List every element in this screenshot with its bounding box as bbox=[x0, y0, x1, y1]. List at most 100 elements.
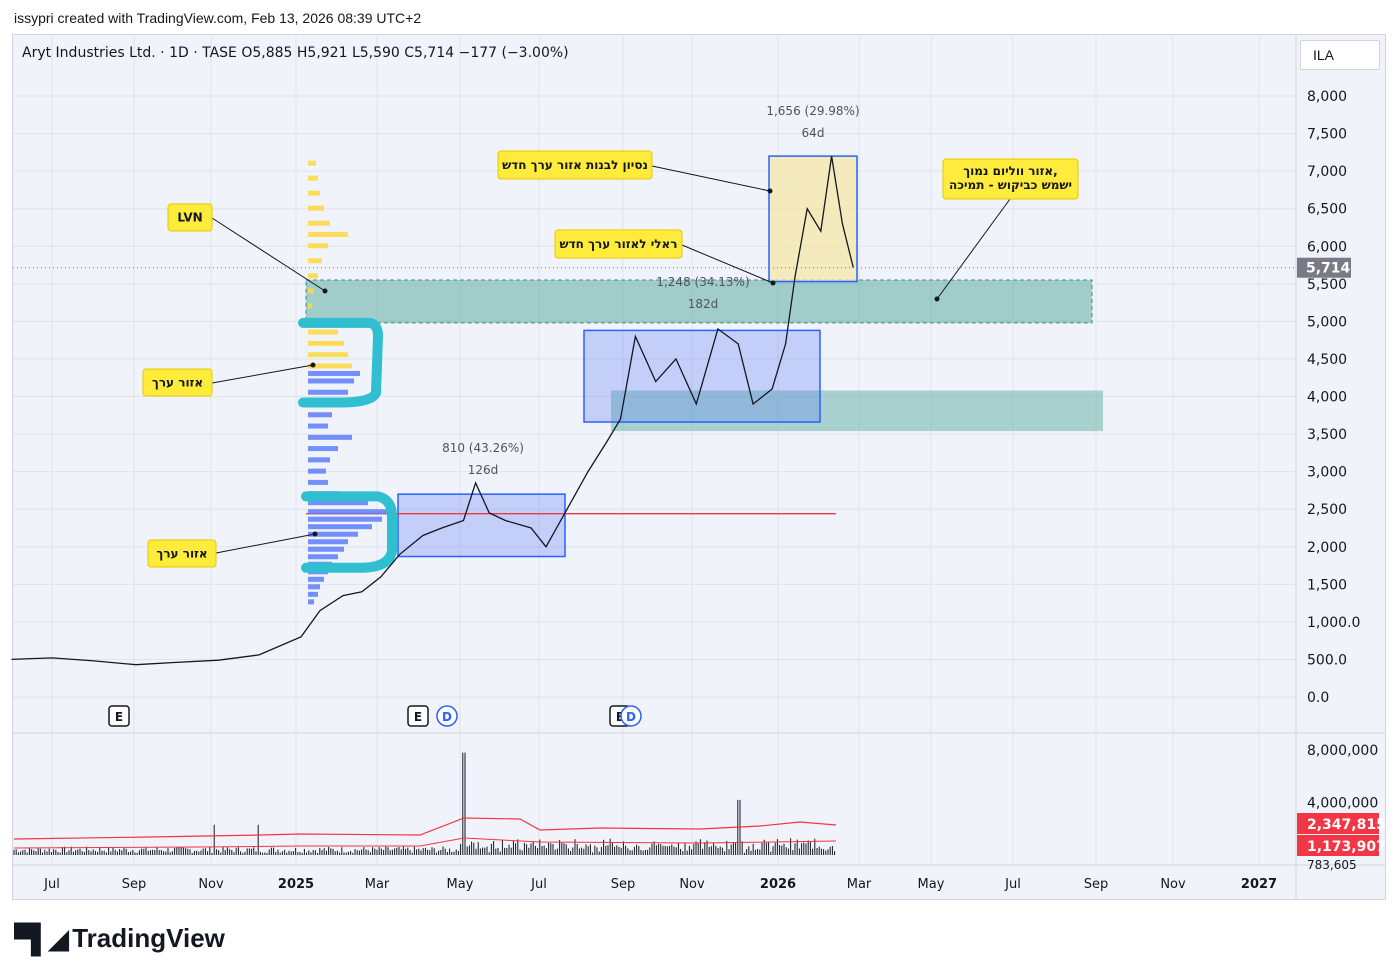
price-axis-label: 1,500 bbox=[1307, 577, 1347, 593]
volume-profile-bar bbox=[308, 434, 352, 440]
time-axis-label: May bbox=[447, 877, 474, 892]
volume-value-label: 1,173,907 bbox=[1307, 839, 1386, 855]
volume-value-tag bbox=[1297, 813, 1379, 834]
volume-value-tag bbox=[1297, 835, 1379, 856]
volume-profile-bar bbox=[308, 479, 328, 485]
volume-profile-bar bbox=[308, 457, 330, 463]
callout-text: ראלי לאזור ערך חדש bbox=[560, 237, 678, 251]
time-axis-label: Sep bbox=[122, 877, 147, 892]
volume-profile-bar bbox=[308, 554, 338, 560]
callout-box bbox=[142, 368, 213, 397]
time-axis-label: Jul bbox=[1004, 877, 1021, 892]
volume-profile-bar bbox=[308, 412, 332, 418]
dividend-marker bbox=[620, 705, 642, 727]
volume-profile-bar bbox=[308, 370, 360, 376]
earnings-marker bbox=[407, 705, 429, 727]
price-axis-label: 0.0 bbox=[1307, 690, 1329, 706]
callout-anchor-dot bbox=[322, 288, 328, 294]
callout-leader-line bbox=[211, 217, 326, 292]
volume-profile-bar bbox=[308, 303, 312, 309]
price-axis-label: 2,500 bbox=[1307, 502, 1347, 518]
callout-leader-line bbox=[681, 244, 774, 284]
callout-leader-line bbox=[215, 533, 316, 554]
currency-selector[interactable]: ILA bbox=[1300, 40, 1380, 70]
measure-duration-label: 126d bbox=[468, 463, 499, 477]
volume-profile-bar bbox=[308, 243, 328, 249]
time-axis-label: 2025 bbox=[278, 877, 314, 892]
attribution-text: issypri created with TradingView.com, Fe… bbox=[14, 10, 422, 26]
measure-label: 1,248 (34.13%) bbox=[656, 275, 749, 289]
time-axis-label: Nov bbox=[1160, 877, 1186, 892]
volume-profile-bar bbox=[308, 273, 318, 279]
volume-profile-bar bbox=[308, 423, 328, 429]
time-axis-label: Nov bbox=[679, 877, 705, 892]
volume-profile-bar bbox=[308, 288, 314, 294]
callout-box bbox=[554, 229, 683, 259]
time-axis-label: May bbox=[918, 877, 945, 892]
volume-profile-bar bbox=[308, 576, 324, 582]
callout-box bbox=[497, 150, 653, 180]
price-axis-label: 500.0 bbox=[1307, 652, 1347, 668]
volume-profile bbox=[308, 160, 394, 605]
time-axis-label: Nov bbox=[198, 877, 224, 892]
volume-axis-label: 8,000,000 bbox=[1307, 743, 1378, 759]
volume-profile-bar bbox=[308, 446, 338, 452]
dividend-marker bbox=[436, 705, 458, 727]
volume-profile-bar bbox=[308, 160, 316, 166]
time-axis-label: Mar bbox=[365, 877, 390, 892]
chart-frame[interactable] bbox=[12, 34, 1386, 900]
volume-profile-bar bbox=[308, 531, 358, 537]
callout-box bbox=[942, 158, 1079, 200]
time-axis-label: Sep bbox=[611, 877, 636, 892]
volume-profile-bar bbox=[308, 524, 372, 530]
volume-profile-bar bbox=[308, 352, 348, 358]
time-axis-label: Sep bbox=[1084, 877, 1109, 892]
value-area-highlight-lower bbox=[301, 491, 397, 573]
price-axis-label: 2,000 bbox=[1307, 540, 1347, 556]
callout-text: נסיון לבנות אזור ערך חדש bbox=[502, 158, 648, 172]
price-axis-label: 7,500 bbox=[1307, 127, 1347, 143]
volume-profile-bar bbox=[308, 546, 344, 552]
callout-leader-line bbox=[651, 165, 771, 192]
price-axis-label: 7,000 bbox=[1307, 164, 1347, 180]
volume-profile-bar bbox=[308, 584, 320, 590]
value-area-highlight-upper bbox=[298, 317, 384, 408]
measure-duration-label: 64d bbox=[802, 126, 825, 140]
price-axis-label: 3,000 bbox=[1307, 465, 1347, 481]
callout-text: אזור ווליום נמוך, bbox=[963, 164, 1057, 178]
measure-label: 1,656 (29.98%) bbox=[766, 104, 859, 118]
price-axis-label: 1,000.0 bbox=[1307, 615, 1360, 631]
range-box-2 bbox=[583, 329, 821, 423]
price-axis-label: 5,000 bbox=[1307, 314, 1347, 330]
price-axis-label: 8,000 bbox=[1307, 89, 1347, 105]
callout-leader-line bbox=[211, 364, 314, 384]
volume-profile-bar bbox=[308, 363, 352, 369]
price-axis-label: 6,000 bbox=[1307, 239, 1347, 255]
volume-profile-bar bbox=[308, 378, 354, 384]
volume-profile-bar bbox=[308, 205, 324, 211]
price-axis-label: 3,500 bbox=[1307, 427, 1347, 443]
volume-profile-bar bbox=[308, 509, 394, 515]
volume-profile-bar bbox=[308, 539, 348, 545]
time-axis-label: 2026 bbox=[760, 877, 796, 892]
callout-box bbox=[147, 539, 217, 568]
symbol-legend: Aryt Industries Ltd. · 1D · TASE O5,885 … bbox=[22, 45, 569, 61]
dividend-marker-label: D bbox=[626, 710, 636, 724]
tradingview-logo[interactable]: ▀▌◢ TradingView bbox=[14, 922, 225, 955]
volume-profile-bar bbox=[308, 500, 368, 506]
measure-duration-label: 182d bbox=[688, 297, 719, 311]
price-axis-label: 4,000 bbox=[1307, 390, 1347, 406]
price-axis-label: 6,500 bbox=[1307, 202, 1347, 218]
callout-leader-line bbox=[936, 198, 1011, 300]
callout-text: LVN bbox=[177, 211, 202, 225]
tradingview-logo-icon: ▀▌◢ bbox=[14, 923, 69, 954]
volume-profile-bar bbox=[308, 220, 330, 226]
volume-axis-label: 4,000,000 bbox=[1307, 796, 1378, 812]
last-price-label: 5,714 bbox=[1306, 261, 1351, 277]
volume-profile-bar bbox=[308, 258, 322, 264]
tradingview-logo-text: TradingView bbox=[72, 923, 225, 953]
callout-box bbox=[167, 203, 213, 232]
callout-text: אזור ערך bbox=[156, 547, 207, 561]
callout-anchor-dot bbox=[770, 280, 776, 286]
